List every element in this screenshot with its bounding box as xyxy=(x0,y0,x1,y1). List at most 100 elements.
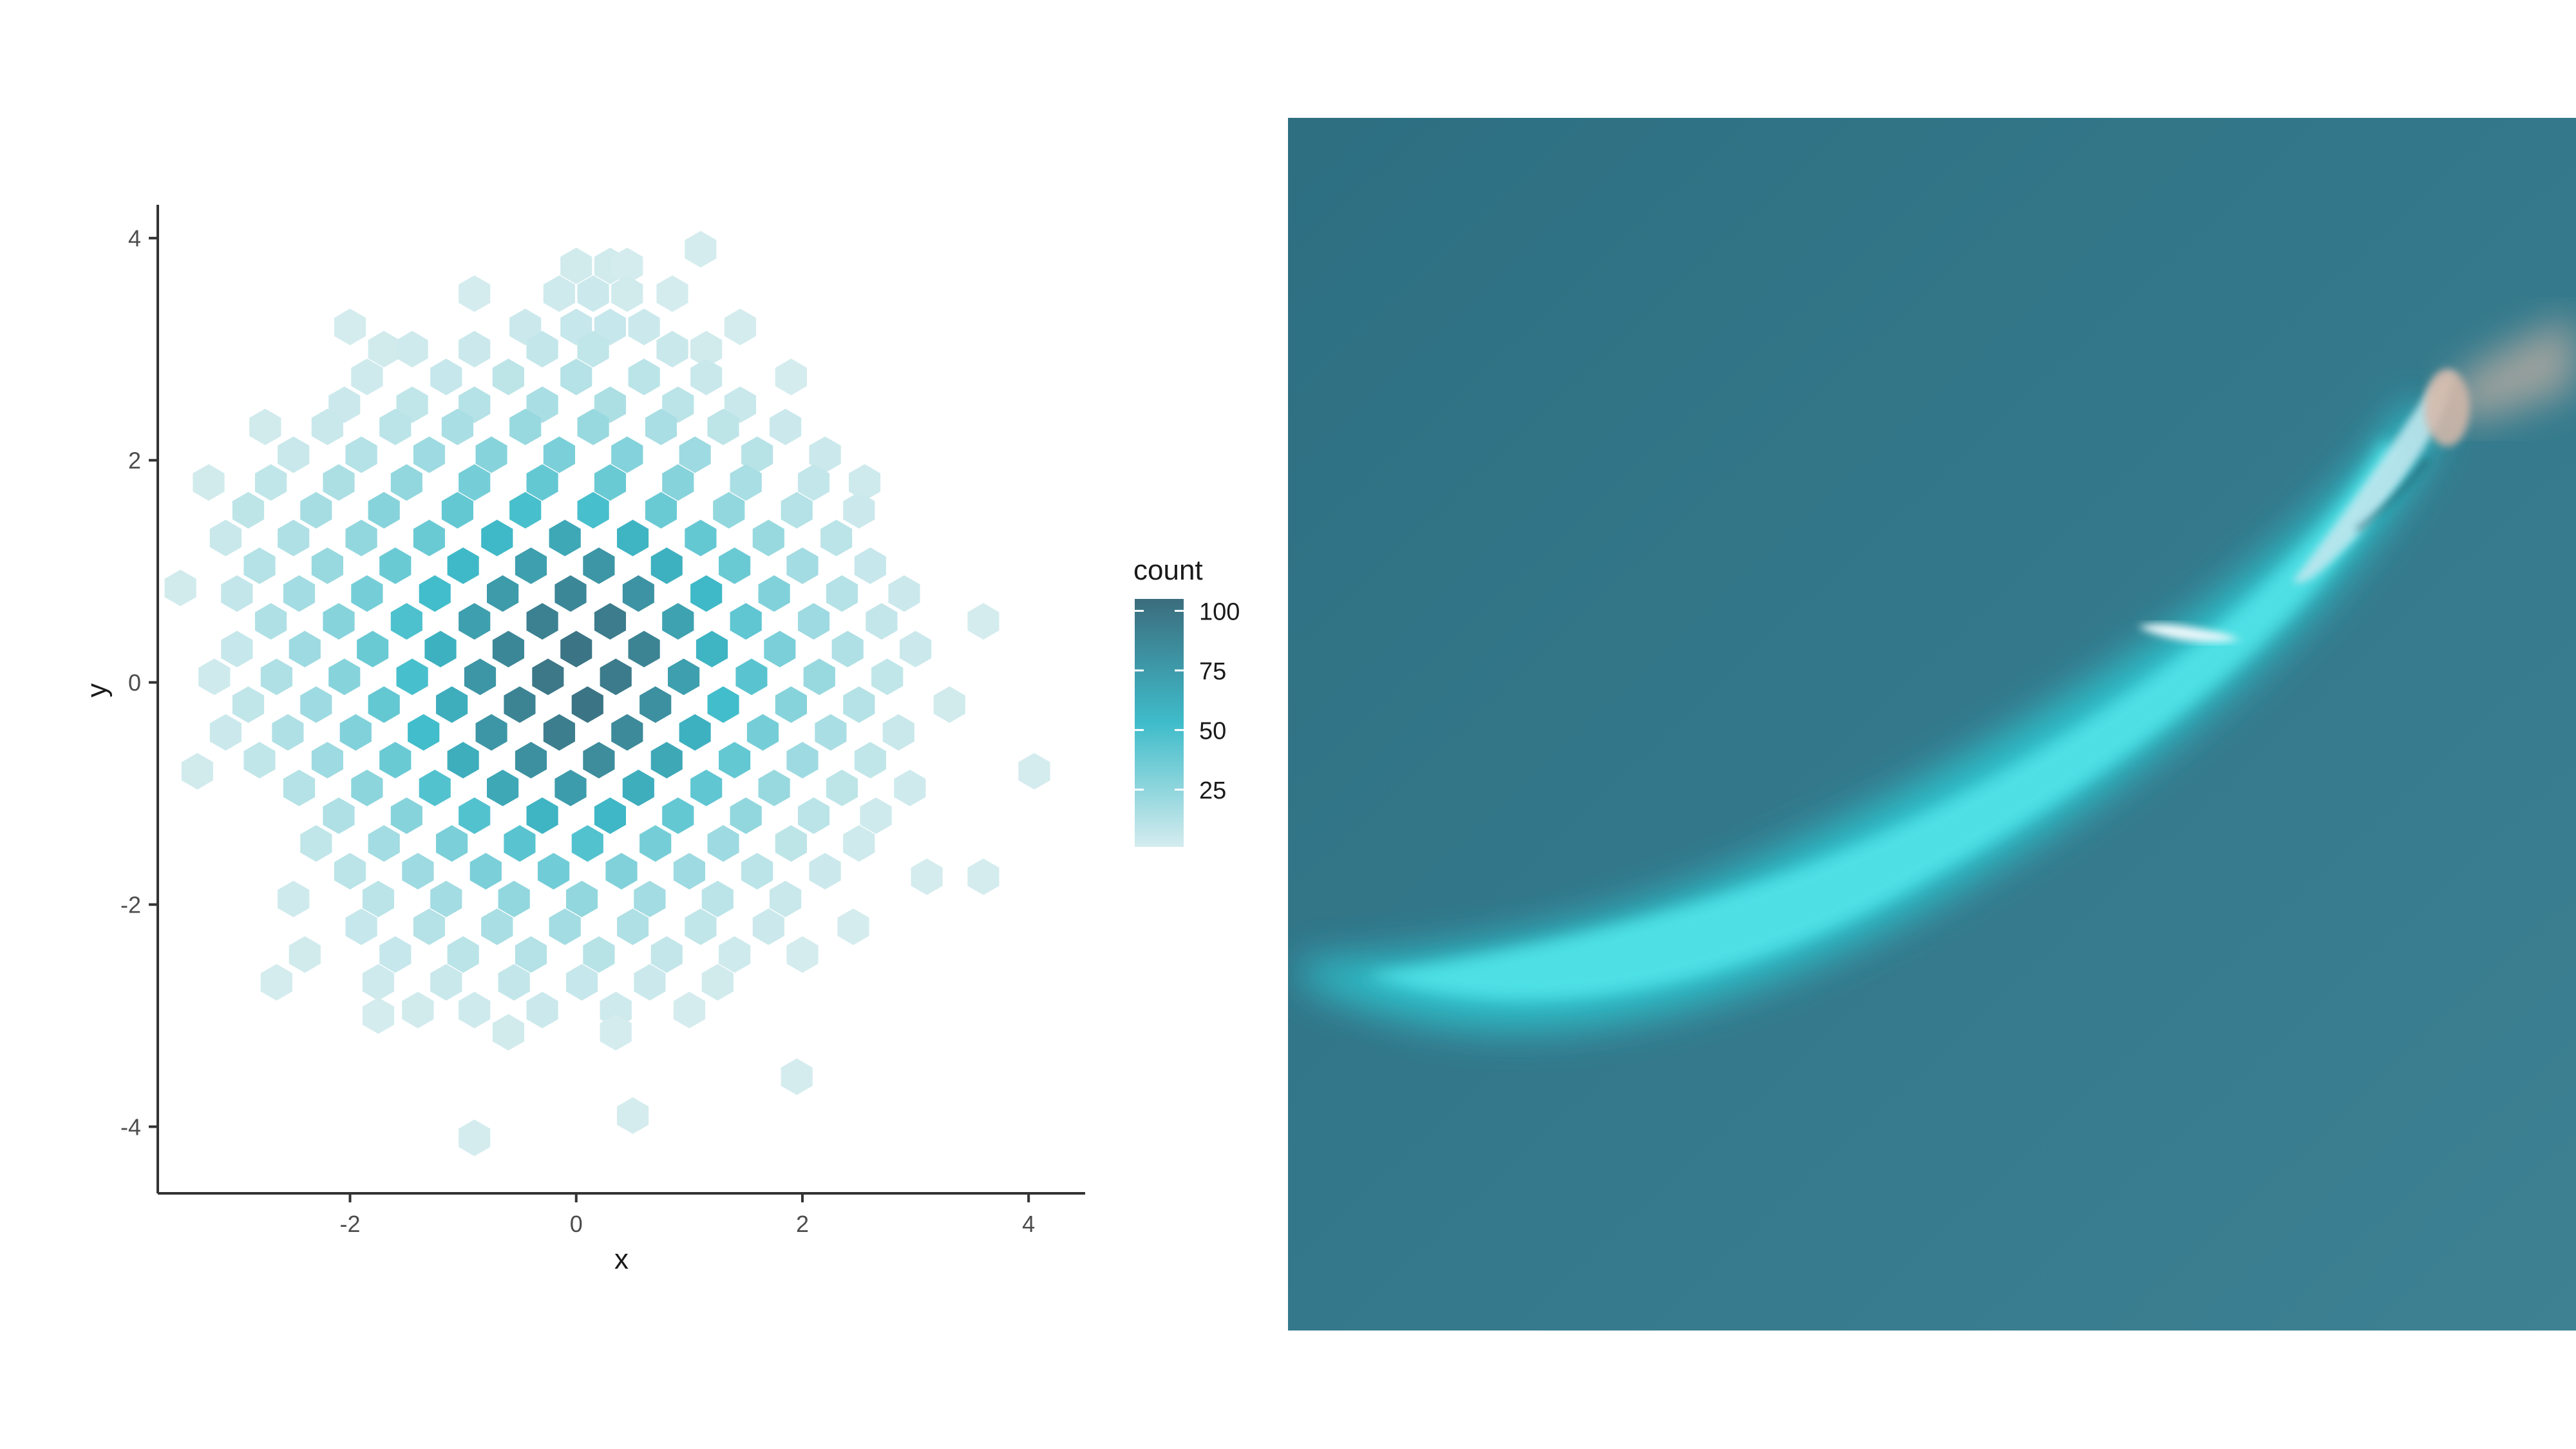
hex-bin xyxy=(362,997,394,1034)
hex-bin xyxy=(701,963,734,1001)
hex-bin xyxy=(662,603,694,640)
hex-bin xyxy=(746,714,779,751)
hex-bin xyxy=(447,742,479,779)
hex-bin xyxy=(498,880,530,918)
hex-bin xyxy=(826,770,858,806)
hex-bin xyxy=(911,858,943,895)
hex-bin xyxy=(357,630,389,668)
hex-bin xyxy=(475,714,507,751)
hex-bin xyxy=(594,464,626,501)
hex-bin xyxy=(278,436,310,473)
y-tick-label: 4 xyxy=(128,225,141,252)
hex-bin xyxy=(611,275,643,312)
hex-bin xyxy=(351,358,383,395)
hex-bin xyxy=(469,853,502,890)
hex-bin xyxy=(390,603,422,640)
hex-bin xyxy=(900,630,932,668)
hex-bin xyxy=(803,658,835,696)
y-tick-label: -4 xyxy=(120,1114,141,1141)
hex-bin xyxy=(628,630,660,668)
hex-bin xyxy=(436,825,468,862)
hex-bin xyxy=(475,436,507,473)
hex-bin xyxy=(526,797,558,834)
hex-bin xyxy=(735,658,768,696)
hex-bin xyxy=(707,686,739,723)
hex-bin xyxy=(888,575,920,612)
hex-bin xyxy=(594,308,626,346)
hex-bin xyxy=(837,908,869,945)
hex-bin xyxy=(617,908,649,945)
hex-bin xyxy=(741,436,773,473)
hex-bin xyxy=(379,547,412,584)
hex-bin xyxy=(809,436,841,473)
hex-bin xyxy=(605,853,638,890)
whale-photo xyxy=(1288,118,2576,1331)
hex-bin xyxy=(656,275,688,312)
hex-bin xyxy=(543,436,575,473)
hex-bin xyxy=(656,330,688,368)
hex-bin xyxy=(543,275,575,312)
hex-bin xyxy=(781,1058,813,1095)
hex-bin xyxy=(459,992,491,1028)
hex-bin xyxy=(441,491,473,529)
hex-bin xyxy=(809,853,841,890)
hex-bin xyxy=(487,575,519,612)
hex-bin xyxy=(504,825,536,862)
hex-bin xyxy=(701,880,734,918)
hex-bin xyxy=(679,436,711,473)
hex-bin xyxy=(481,908,513,945)
hex-bin xyxy=(413,520,445,556)
hex-bin xyxy=(668,658,700,696)
hex-bin xyxy=(232,686,265,723)
hex-bin xyxy=(639,825,672,862)
hex-bin xyxy=(311,547,343,584)
hex-bin xyxy=(459,464,491,501)
hex-bin xyxy=(650,742,683,779)
hex-bin xyxy=(368,330,400,368)
hex-bin xyxy=(967,858,999,895)
hex-bin xyxy=(459,330,491,368)
hex-bin xyxy=(650,547,683,584)
hex-bin xyxy=(402,853,434,890)
hex-bin xyxy=(882,714,914,751)
hex-bin xyxy=(492,630,524,668)
hex-bin xyxy=(1018,753,1050,790)
hex-bin xyxy=(770,880,802,918)
hex-bin xyxy=(724,308,756,346)
hex-bin xyxy=(673,992,705,1028)
legend-tick-label: 75 xyxy=(1199,658,1226,685)
hex-bin xyxy=(967,603,999,640)
hex-bin xyxy=(300,825,332,862)
hex-bin xyxy=(707,825,739,862)
hex-bin xyxy=(339,714,372,751)
hex-bin xyxy=(815,714,847,751)
hex-bin xyxy=(617,520,649,556)
hex-bin xyxy=(526,992,558,1028)
hex-bin xyxy=(424,630,457,668)
hex-bin xyxy=(854,742,886,779)
hex-bin xyxy=(509,308,542,346)
hex-bin xyxy=(798,797,830,834)
hex-bin xyxy=(577,275,609,312)
legend-tick-label: 100 xyxy=(1199,599,1240,626)
hex-bin xyxy=(515,547,547,584)
hex-bin xyxy=(498,963,530,1001)
x-tick-label: 2 xyxy=(796,1211,809,1237)
hex-bin xyxy=(334,308,366,346)
hex-bin xyxy=(719,936,751,973)
hex-bin xyxy=(413,908,445,945)
hex-bin xyxy=(526,603,558,640)
legend-tick-label: 50 xyxy=(1199,718,1226,745)
x-tick-label: 4 xyxy=(1022,1211,1035,1237)
hex-bin xyxy=(786,742,819,779)
hex-bin xyxy=(532,658,564,696)
hex-bin xyxy=(283,575,316,612)
hex-bin xyxy=(323,797,355,834)
hex-bin xyxy=(600,658,632,696)
hex-bin xyxy=(673,853,705,890)
hex-bin xyxy=(515,742,547,779)
hex-bin xyxy=(430,880,462,918)
krill-plume xyxy=(2425,317,2576,446)
hex-bin xyxy=(430,963,462,1001)
hex-bin xyxy=(690,358,723,395)
